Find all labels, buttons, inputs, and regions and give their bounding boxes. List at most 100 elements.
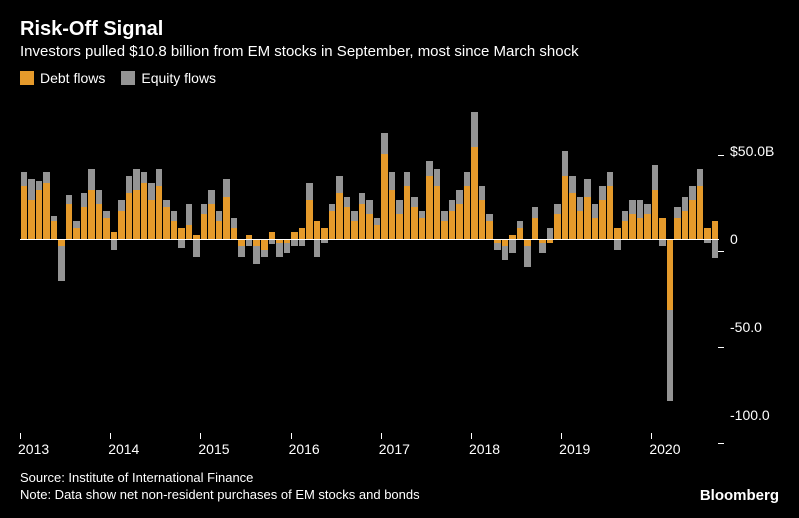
bar-debt bbox=[178, 228, 185, 239]
legend-label-debt: Debt flows bbox=[40, 70, 105, 86]
bar-equity bbox=[607, 172, 614, 186]
bar-slot bbox=[291, 98, 298, 433]
bar-slot bbox=[103, 98, 110, 433]
bar-slot bbox=[682, 98, 689, 433]
x-axis: 20132014201520162017201820192020 bbox=[20, 433, 719, 463]
bar-equity bbox=[231, 218, 238, 229]
bar-slot bbox=[674, 98, 681, 433]
bar-equity bbox=[88, 169, 95, 190]
bar-slot bbox=[193, 98, 200, 433]
bar-debt bbox=[441, 221, 448, 239]
y-axis: $50.0B0-50.0-100.0 bbox=[724, 98, 779, 433]
bar-debt bbox=[186, 225, 193, 239]
bar-slot bbox=[126, 98, 133, 433]
bar-slot bbox=[479, 98, 486, 433]
bar-debt bbox=[329, 211, 336, 239]
zero-line bbox=[20, 239, 719, 240]
bar-equity bbox=[396, 200, 403, 214]
bar-debt bbox=[88, 190, 95, 239]
bar-debt bbox=[577, 211, 584, 239]
legend-item-debt: Debt flows bbox=[20, 70, 105, 86]
bar-slot bbox=[81, 98, 88, 433]
bar-debt bbox=[554, 214, 561, 239]
bar-slot bbox=[599, 98, 606, 433]
bar-debt bbox=[404, 186, 411, 239]
legend-item-equity: Equity flows bbox=[121, 70, 216, 86]
bar-equity bbox=[171, 211, 178, 222]
x-tick-label: 2020 bbox=[649, 441, 680, 457]
bar-equity bbox=[667, 310, 674, 402]
bar-debt bbox=[81, 207, 88, 239]
bar-debt bbox=[366, 214, 373, 239]
x-tick-label: 2018 bbox=[469, 441, 500, 457]
x-tick bbox=[200, 433, 201, 439]
bar-slot bbox=[28, 98, 35, 433]
bar-debt bbox=[133, 190, 140, 239]
bar-equity bbox=[539, 243, 546, 254]
x-tick bbox=[381, 433, 382, 439]
bar-slot bbox=[148, 98, 155, 433]
y-tick bbox=[718, 155, 724, 156]
bar-slot bbox=[637, 98, 644, 433]
legend: Debt flows Equity flows bbox=[20, 70, 779, 86]
bar-slot bbox=[223, 98, 230, 433]
x-tick-label: 2014 bbox=[108, 441, 139, 457]
bar-slot bbox=[299, 98, 306, 433]
bar-debt bbox=[502, 239, 509, 246]
bar-equity bbox=[246, 239, 253, 246]
bar-slot bbox=[509, 98, 516, 433]
note-line: Note: Data show net non-resident purchas… bbox=[20, 486, 420, 504]
bar-slot bbox=[51, 98, 58, 433]
bar-equity bbox=[299, 239, 306, 246]
bar-equity bbox=[186, 204, 193, 225]
bar-equity bbox=[103, 211, 110, 218]
x-tick bbox=[291, 433, 292, 439]
bar-debt bbox=[659, 218, 666, 239]
bar-debt bbox=[141, 183, 148, 239]
bar-equity bbox=[253, 246, 260, 264]
bar-slot bbox=[96, 98, 103, 433]
bar-slot bbox=[592, 98, 599, 433]
bar-slot bbox=[659, 98, 666, 433]
bar-debt bbox=[517, 228, 524, 239]
bar-debt bbox=[479, 200, 486, 239]
bar-slot bbox=[178, 98, 185, 433]
bar-equity bbox=[517, 221, 524, 228]
bar-debt bbox=[43, 183, 50, 239]
bar-slot bbox=[411, 98, 418, 433]
bar-equity bbox=[96, 190, 103, 204]
bar-slot bbox=[562, 98, 569, 433]
bar-equity bbox=[577, 197, 584, 211]
bar-debt bbox=[426, 176, 433, 239]
bar-equity bbox=[547, 228, 554, 239]
bar-slot bbox=[366, 98, 373, 433]
bar-slot bbox=[156, 98, 163, 433]
bar-equity bbox=[336, 176, 343, 194]
y-tick-label: -100.0 bbox=[730, 407, 770, 423]
bar-equity bbox=[712, 239, 719, 258]
bar-equity bbox=[156, 169, 163, 187]
bar-slot bbox=[344, 98, 351, 433]
bar-slot bbox=[704, 98, 711, 433]
bar-debt bbox=[389, 190, 396, 239]
y-tick-label: -50.0 bbox=[730, 319, 762, 335]
bar-slot bbox=[471, 98, 478, 433]
bar-equity bbox=[178, 239, 185, 248]
bar-equity bbox=[659, 239, 666, 246]
bar-equity bbox=[644, 204, 651, 215]
bar-debt bbox=[374, 225, 381, 239]
bar-debt bbox=[599, 200, 606, 239]
bar-equity bbox=[306, 183, 313, 201]
bar-equity bbox=[441, 211, 448, 222]
bar-debt bbox=[261, 239, 268, 250]
plot-area bbox=[20, 98, 719, 433]
bar-equity bbox=[464, 172, 471, 186]
bar-slot bbox=[73, 98, 80, 433]
x-tick-label: 2019 bbox=[559, 441, 590, 457]
bar-slot bbox=[554, 98, 561, 433]
y-tick bbox=[718, 443, 724, 444]
bar-equity bbox=[261, 250, 268, 257]
bar-slot bbox=[456, 98, 463, 433]
bar-debt bbox=[306, 200, 313, 239]
bar-equity bbox=[366, 200, 373, 214]
